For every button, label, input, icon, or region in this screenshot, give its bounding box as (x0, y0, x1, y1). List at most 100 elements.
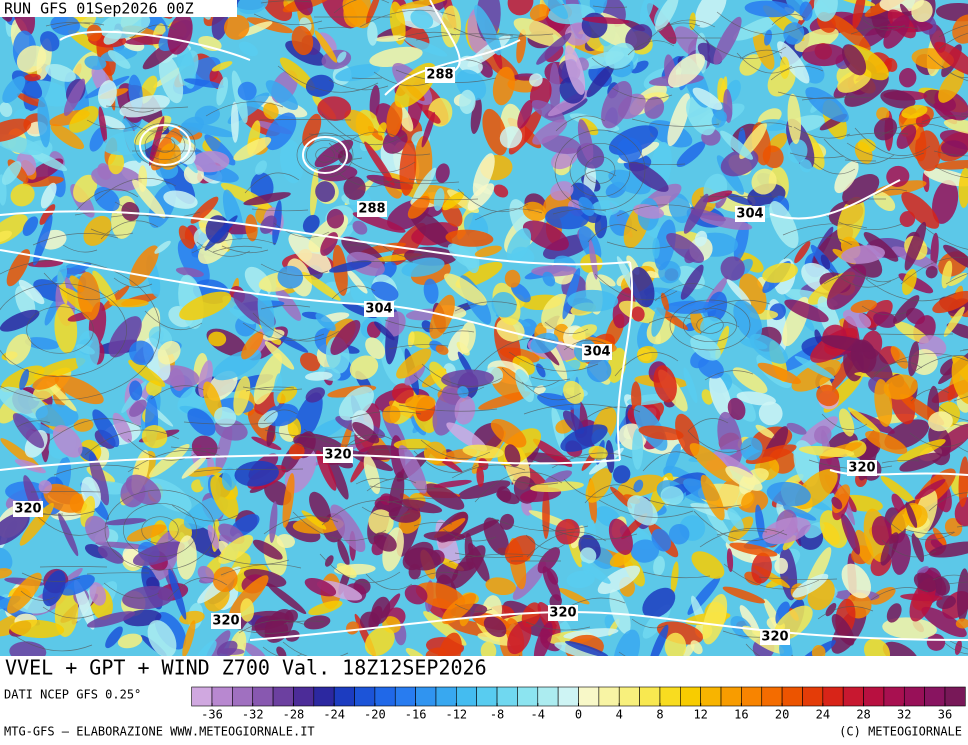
vvel-blob (405, 394, 436, 412)
vvel-blob (112, 412, 132, 443)
vvel-blob (210, 475, 239, 519)
vvel-blob (689, 12, 696, 31)
colorbar-swatch (639, 686, 661, 707)
vvel-blob (695, 0, 727, 28)
vvel-blob (147, 620, 177, 656)
contour-line (59, 30, 521, 96)
vvel-blob (745, 444, 797, 465)
streamline (563, 478, 617, 498)
colorbar-swatch (598, 686, 620, 707)
map-title: VVEL + GPT + WIND Z700 Val. 18Z12SEP2026 (5, 656, 487, 680)
streamline (594, 273, 678, 301)
streamline (850, 26, 919, 35)
vvel-blob (105, 518, 147, 526)
vvel-blob (141, 425, 168, 449)
vvel-blob (617, 137, 643, 163)
streamline (322, 154, 363, 160)
vvel-blob (496, 317, 525, 342)
vvel-blob (547, 568, 559, 585)
vvel-blob (631, 306, 645, 322)
vvel-blob (63, 78, 86, 116)
streamline (212, 245, 263, 253)
vvel-blob (744, 0, 795, 18)
streamline (944, 642, 968, 655)
vvel-blob (841, 44, 867, 76)
vvel-blob (178, 225, 195, 249)
vvel-blob (779, 56, 790, 79)
vvel-blob (233, 376, 251, 416)
vvel-blob (181, 122, 236, 138)
vvel-blob (265, 112, 297, 151)
vvel-blob (154, 240, 171, 254)
colorbar-tick-label: 8 (656, 708, 663, 722)
vvel-blob (364, 141, 395, 186)
vvel-blob (37, 96, 51, 148)
vvel-blob (913, 572, 937, 593)
vvel-blob (831, 496, 843, 510)
vvel-blob (444, 273, 487, 306)
vvel-blob (121, 201, 140, 222)
streamline (591, 57, 631, 70)
vvel-blob (302, 214, 320, 234)
vvel-blob (272, 200, 282, 246)
streamline (45, 22, 91, 27)
streamline (413, 522, 453, 527)
streamline (408, 178, 440, 181)
streamline (351, 77, 383, 79)
low-contour (302, 136, 348, 174)
vvel-blob (108, 151, 125, 175)
colorbar-swatch (680, 686, 701, 707)
streamline (544, 321, 589, 334)
vvel-blob (740, 437, 763, 461)
streamline (530, 376, 571, 381)
streamline (555, 115, 606, 132)
streamline (687, 430, 752, 453)
vvel-blob (129, 245, 159, 287)
streamline (144, 310, 203, 331)
vvel-blob (369, 46, 423, 68)
vvel-blob (630, 539, 660, 563)
vvel-blob (507, 0, 534, 16)
vvel-blob (245, 214, 258, 242)
vvel-blob (648, 624, 669, 656)
vvel-blob (625, 24, 653, 51)
contour-label: 320 (14, 502, 41, 517)
contour-label: 320 (761, 630, 788, 645)
vvel-blob (890, 346, 908, 369)
streamline (95, 177, 177, 202)
streamline (928, 492, 968, 512)
streamline (43, 272, 120, 301)
vvel-blob (382, 129, 408, 154)
vvel-blob (168, 568, 187, 620)
vvel-blob (799, 159, 812, 173)
vvel-blob (9, 619, 65, 638)
vvel-blob (0, 547, 13, 572)
vvel-blob (190, 196, 219, 224)
streamline (821, 413, 868, 430)
streamline (273, 222, 330, 238)
streamline (739, 49, 783, 60)
vvel-blob (533, 621, 553, 656)
vvel-blob (700, 474, 725, 521)
vvel-blob (352, 220, 368, 235)
colorbar-tick-label: 0 (575, 708, 582, 722)
vortex-line (0, 282, 127, 378)
streamline (21, 572, 81, 582)
vvel-blob (499, 513, 515, 530)
streamline (120, 104, 155, 113)
streamline (150, 385, 205, 400)
vvel-blob (811, 645, 826, 656)
streamline (260, 0, 312, 4)
colorbar-swatch (578, 686, 600, 707)
vvel-blob (1, 161, 22, 185)
contour-label: 288 (358, 202, 385, 217)
streamline (945, 273, 968, 285)
vvel-blob (445, 229, 494, 247)
streamline (359, 9, 456, 28)
streamline (454, 603, 493, 612)
vvel-blob (103, 29, 122, 45)
streamline (369, 485, 441, 490)
vvel-blob (886, 603, 902, 623)
vvel-blob (711, 110, 727, 128)
vvel-blob (0, 118, 32, 143)
